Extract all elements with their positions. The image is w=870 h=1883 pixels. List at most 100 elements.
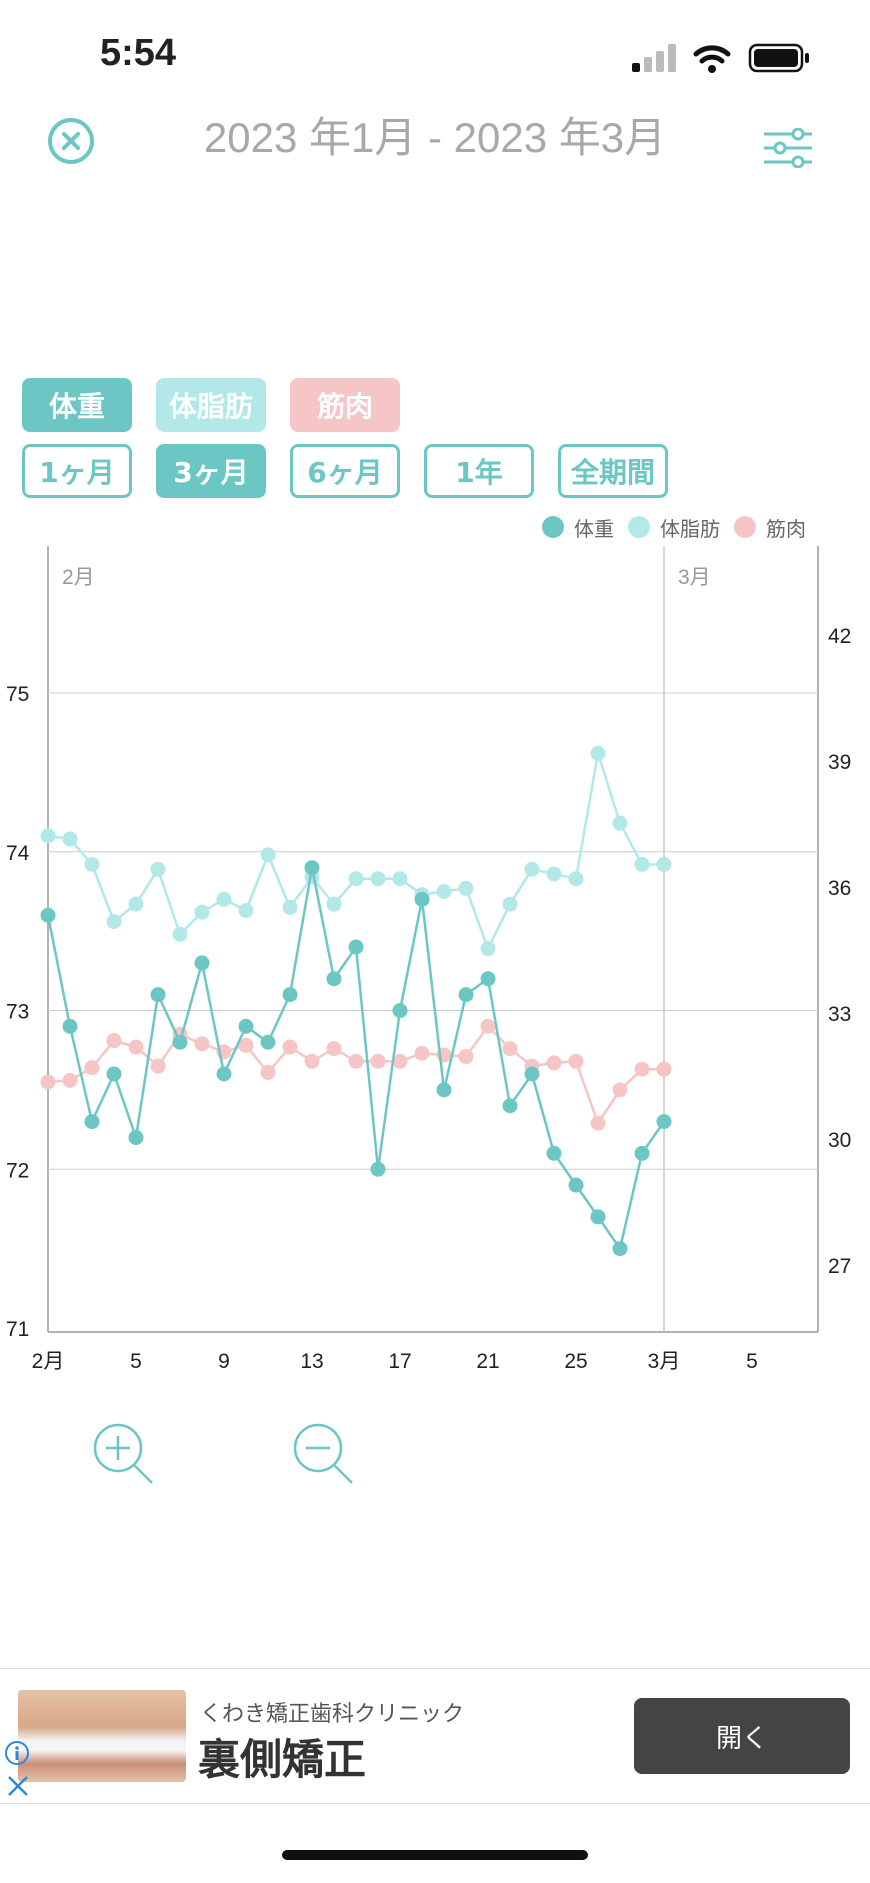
period-all[interactable]: 全期間 <box>558 444 668 498</box>
data-point <box>568 1177 584 1193</box>
data-point <box>590 745 606 761</box>
x-tick: 17 <box>388 1350 411 1373</box>
data-point <box>40 828 56 844</box>
data-point <box>84 1060 100 1076</box>
zoom-out-icon[interactable] <box>290 1420 362 1492</box>
data-point <box>150 987 166 1003</box>
month-label: 3月 <box>678 566 711 589</box>
y-tick-right: 33 <box>828 1003 851 1026</box>
period-1-month[interactable]: 1ヶ月 <box>22 444 132 498</box>
data-point <box>260 847 276 863</box>
x-tick: 2月 <box>32 1350 65 1373</box>
data-point <box>282 899 298 915</box>
data-point <box>128 1039 144 1055</box>
data-point <box>84 1114 100 1130</box>
legend-weight-label: 体重 <box>574 517 614 541</box>
ad-open-button[interactable]: 開く <box>634 1698 850 1774</box>
wifi-icon <box>693 45 731 73</box>
data-point <box>370 1053 386 1069</box>
y-tick-left: 72 <box>6 1159 29 1182</box>
page-title: 2023 年1月 - 2023 年3月 <box>203 114 667 161</box>
data-point <box>40 1074 56 1090</box>
data-point <box>348 871 364 887</box>
data-point <box>656 856 672 872</box>
period-1-year[interactable]: 1年 <box>424 444 534 498</box>
data-point <box>238 902 254 918</box>
data-point <box>172 926 188 942</box>
close-icon[interactable] <box>48 118 94 164</box>
ad-info-icon[interactable] <box>4 1740 30 1766</box>
period-3-months[interactable]: 3ヶ月 <box>156 444 266 498</box>
data-point <box>260 1034 276 1050</box>
data-point <box>414 1045 430 1061</box>
ad-image[interactable] <box>18 1690 186 1782</box>
legend-weight-dot <box>542 516 564 538</box>
data-point <box>40 907 56 923</box>
data-point <box>282 1039 298 1055</box>
data-point <box>634 1145 650 1161</box>
data-point <box>62 831 78 847</box>
status-time: 5:54 <box>100 32 177 74</box>
data-point <box>590 1209 606 1225</box>
data-point <box>502 1098 518 1114</box>
data-point <box>458 880 474 896</box>
x-tick: 9 <box>218 1350 230 1373</box>
legend-body-fat-label: 体脂肪 <box>660 517 720 541</box>
x-tick: 13 <box>300 1350 323 1373</box>
x-tick: 5 <box>746 1350 758 1373</box>
settings-sliders-icon[interactable] <box>762 128 814 168</box>
data-point <box>260 1064 276 1080</box>
data-point <box>656 1114 672 1130</box>
weight-chart[interactable]: 71 72 73 74 75 27 30 33 36 39 42 2月 5 9 13 17 21 25 3月 5 2月 3… <box>0 540 870 1400</box>
data-point <box>392 871 408 887</box>
data-point <box>326 896 342 912</box>
month-label: 2月 <box>62 566 95 589</box>
data-point <box>546 1055 562 1071</box>
data-point <box>524 861 540 877</box>
data-point <box>392 1003 408 1018</box>
series-line <box>47 752 664 952</box>
data-point <box>502 1041 518 1057</box>
data-point <box>216 1066 232 1082</box>
y-tick-right: 36 <box>828 877 851 900</box>
period-6-months[interactable]: 6ヶ月 <box>290 444 400 498</box>
data-point <box>62 1072 78 1088</box>
y-tick-left: 73 <box>6 1001 29 1024</box>
data-point <box>480 1018 496 1034</box>
data-point <box>612 1082 628 1098</box>
data-point <box>634 1061 650 1077</box>
data-point <box>436 1082 452 1098</box>
data-point <box>62 1018 78 1034</box>
home-indicator <box>282 1850 588 1860</box>
data-point <box>414 891 430 907</box>
data-point <box>216 891 232 907</box>
x-tick: 25 <box>564 1350 587 1373</box>
data-point <box>194 904 210 920</box>
data-point <box>282 987 298 1003</box>
legend-muscle-label: 筋肉 <box>766 517 806 541</box>
chip-weight[interactable]: 体重 <box>22 378 132 432</box>
data-point <box>612 815 628 831</box>
data-point <box>348 1053 364 1069</box>
data-point <box>238 1018 254 1034</box>
data-point <box>370 1161 386 1177</box>
data-point <box>458 987 474 1003</box>
chip-body-fat[interactable]: 体脂肪 <box>156 378 266 432</box>
data-point <box>568 871 584 887</box>
data-point <box>546 1145 562 1161</box>
data-point <box>612 1241 628 1257</box>
data-point <box>656 1061 672 1077</box>
data-point <box>458 1049 474 1065</box>
ad-subtitle: くわき矯正歯科クリニック <box>200 1702 465 1727</box>
data-point <box>392 1053 408 1069</box>
y-tick-right: 27 <box>828 1255 851 1278</box>
data-point <box>106 914 122 930</box>
data-point <box>172 1034 188 1050</box>
data-point <box>84 856 100 872</box>
zoom-in-icon[interactable] <box>90 1420 162 1492</box>
battery-icon <box>748 43 809 73</box>
ad-title: 裏側矯正 <box>198 1735 367 1784</box>
ad-close-icon[interactable] <box>6 1774 30 1798</box>
chip-muscle[interactable]: 筋肉 <box>290 378 400 432</box>
y-tick-left: 74 <box>6 842 30 865</box>
